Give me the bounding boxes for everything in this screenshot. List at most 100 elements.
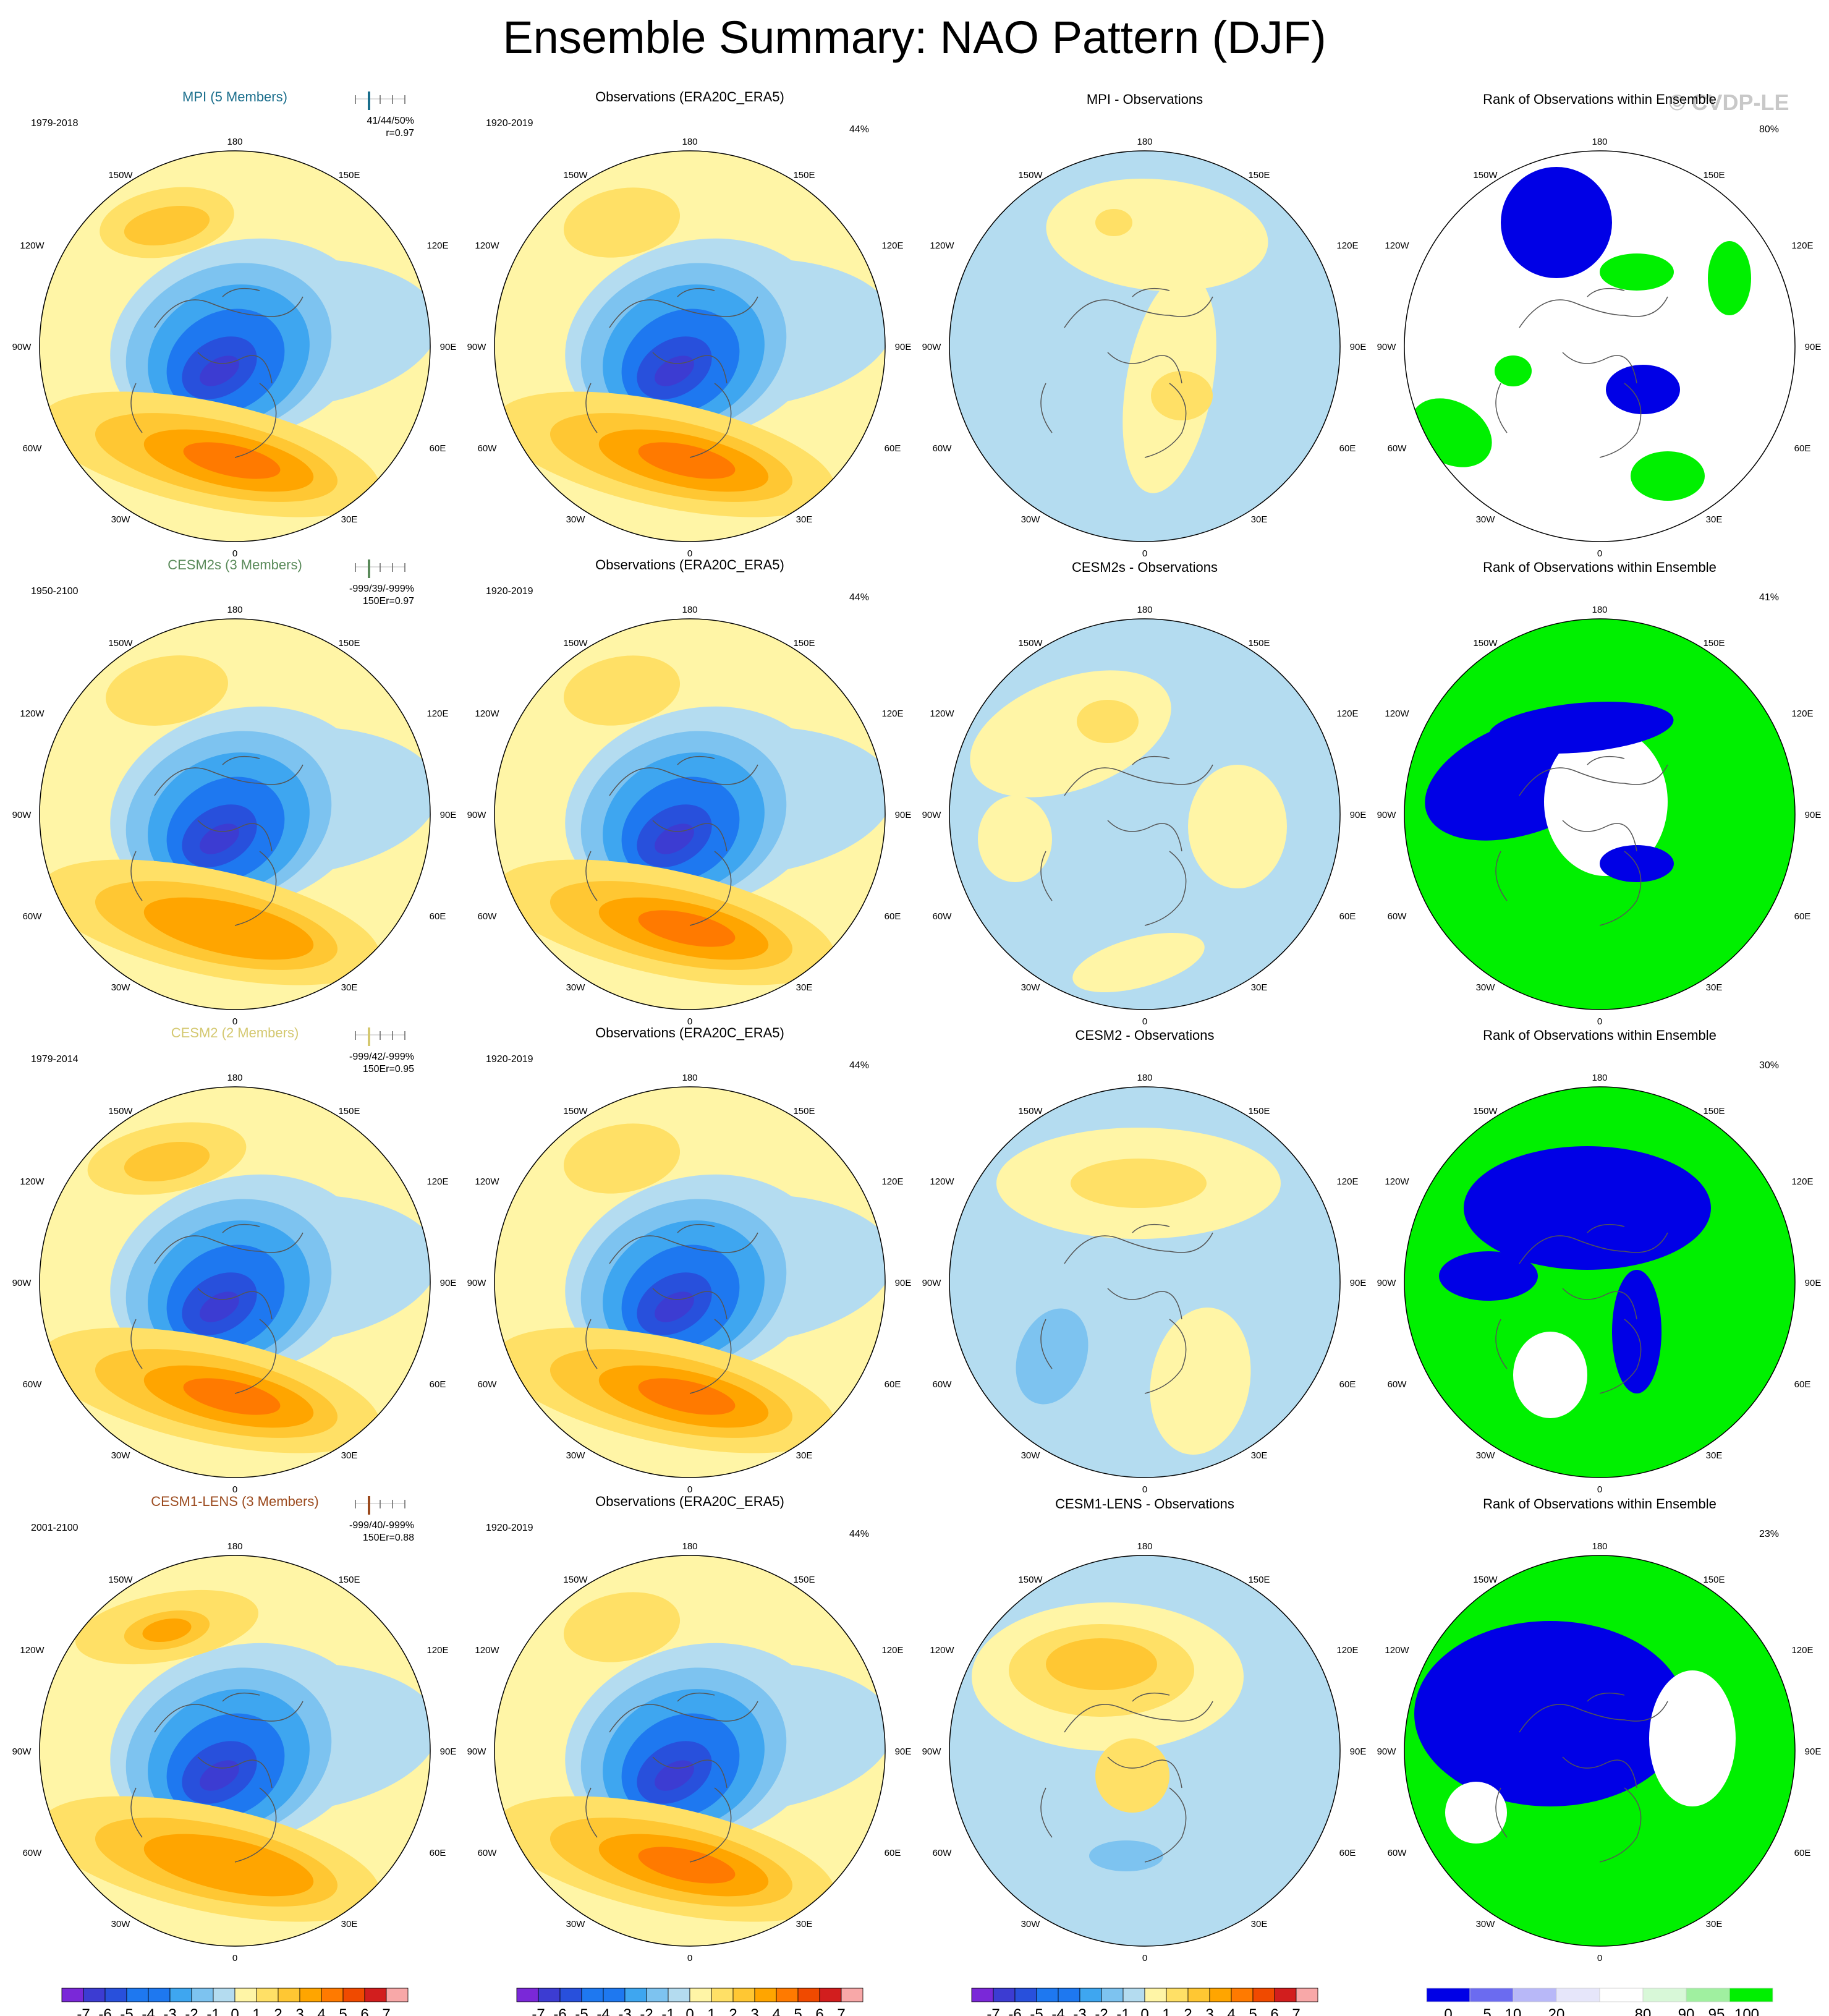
colorbar-swatch	[819, 1988, 842, 2002]
longitude-label: 0	[232, 1016, 237, 1027]
colorbar-swatch	[624, 1988, 647, 2002]
contour-region	[183, 442, 281, 479]
panel-title: Observations (ERA20C_ERA5)	[595, 1494, 784, 1509]
colorbar-tick-label: 1	[1162, 2006, 1170, 2016]
contour-region	[638, 1847, 736, 1884]
panel-title: CESM2 (2 Members)	[171, 1025, 299, 1040]
longitude-label: 90W	[922, 342, 942, 352]
contour-region	[1089, 1840, 1163, 1871]
colorbar-swatch	[1426, 1988, 1470, 2002]
longitude-label: 150W	[108, 1575, 133, 1585]
longitude-label: 30E	[1251, 982, 1268, 993]
panel-title: CESM1-LENS - Observations	[1055, 1496, 1234, 1512]
map-panel: 180 0 150W 150E 120W 120E 90W 90E 60W 60E 30W 30E Ob…	[467, 1025, 912, 1495]
longitude-label: 180	[682, 1541, 697, 1552]
longitude-label: 90E	[895, 1278, 912, 1288]
panel-pct: 44%	[849, 124, 869, 135]
panel-title: Observations (ERA20C_ERA5)	[595, 557, 784, 572]
longitude-label: 30W	[1021, 1919, 1041, 1929]
longitude-label: 90W	[1377, 342, 1397, 352]
longitude-label: 120E	[1791, 240, 1813, 251]
longitude-label: 120W	[20, 708, 45, 719]
colorbar-swatch	[1144, 1988, 1167, 2002]
longitude-label: 0	[232, 1484, 237, 1495]
colorbar-swatch	[1079, 1988, 1102, 2002]
contour-region	[563, 1592, 681, 1662]
map-panel: 180 0 150W 150E 120W 120E 90W 90E 60W 60E 30W 30E CE…	[12, 557, 457, 1027]
panel-title: Rank of Observations within Ensemble	[1483, 91, 1717, 107]
colorbar-tick-label: 3	[1205, 2006, 1213, 2016]
longitude-label: 120W	[930, 1645, 954, 1656]
longitude-label: 60E	[1794, 911, 1811, 922]
longitude-label: 0	[1597, 1953, 1602, 1963]
longitude-label: 90E	[440, 342, 457, 352]
contour-region	[200, 823, 239, 854]
panel-title: Rank of Observations within Ensemble	[1483, 1496, 1717, 1512]
longitude-label: 30W	[111, 1450, 131, 1461]
page-title: Ensemble Summary: NAO Pattern (DJF)	[503, 12, 1326, 63]
contour-region	[1151, 371, 1213, 420]
map-border	[39, 1086, 431, 1478]
colorbar-tick-label: 2	[1184, 2006, 1192, 2016]
map-panel: 180 0 150W 150E 120W 120E 90W 90E 60W 60E 30W 30E Ob…	[467, 557, 912, 1027]
colorbar-swatch	[754, 1988, 777, 2002]
contour-region	[183, 1378, 281, 1415]
longitude-label: 150E	[1248, 1575, 1270, 1585]
coastline	[585, 287, 758, 458]
longitude-label: 90W	[12, 810, 32, 820]
colorbar-tick-label: -7	[987, 2006, 999, 2016]
longitude-label: 150E	[793, 1575, 815, 1585]
longitude-label: 180	[682, 1073, 697, 1083]
colorbar-swatch	[213, 1988, 236, 2002]
colorbar-swatch	[1599, 1988, 1644, 2002]
longitude-label: 30W	[566, 1450, 586, 1461]
panel-title: Rank of Observations within Ensemble	[1483, 559, 1717, 575]
longitude-label: 150W	[1018, 1575, 1043, 1585]
longitude-label: 120E	[881, 708, 903, 719]
longitude-label: 60E	[430, 443, 446, 454]
colorbar-tick-label: 100	[1734, 2006, 1759, 2016]
longitude-label: 120E	[1791, 1645, 1813, 1656]
contour-region	[655, 823, 694, 854]
longitude-label: 120W	[1385, 240, 1409, 251]
longitude-label: 150E	[1703, 1106, 1725, 1116]
map-panel: 180 0 150W 150E 120W 120E 90W 90E 60W 60E 30W 30E CE…	[922, 559, 1367, 1027]
map-border	[494, 1555, 886, 1947]
longitude-label: 30E	[1251, 1919, 1268, 1929]
colorbar-tick-label: 4	[772, 2006, 780, 2016]
contour-region	[1631, 451, 1705, 501]
contour-region	[978, 796, 1052, 882]
longitude-label: 0	[1142, 1484, 1147, 1495]
map-border	[494, 618, 886, 1010]
longitude-label: 30W	[1021, 514, 1041, 525]
longitude-label: 60W	[933, 911, 953, 922]
longitude-label: 60W	[478, 1379, 498, 1390]
contour-region	[1150, 1308, 1251, 1455]
contour-region	[124, 1142, 210, 1181]
coastline	[130, 1692, 303, 1863]
contour-region	[1071, 1159, 1207, 1208]
longitude-label: 60W	[23, 911, 43, 922]
map-panel: 180 0 150W 150E 120W 120E 90W 90E 60W 60E 30W 30E CE…	[12, 1494, 457, 1963]
colorbar-swatch	[1058, 1988, 1080, 2002]
longitude-label: 90E	[895, 810, 912, 820]
map-border	[494, 150, 886, 542]
contour-region	[1606, 365, 1680, 414]
map-field	[494, 151, 885, 542]
longitude-label: 150E	[1703, 1575, 1725, 1585]
coastline	[130, 1223, 303, 1394]
colorbar-tick-label: -1	[206, 2006, 219, 2016]
colorbar-tick-label: 95	[1708, 2006, 1725, 2016]
coastline	[130, 287, 303, 458]
contour-region	[1414, 1621, 1686, 1806]
colorbar-tick-label: 2	[729, 2006, 737, 2016]
longitude-label: 90W	[12, 342, 32, 352]
colorbar-swatch	[256, 1988, 279, 2002]
longitude-label: 180	[682, 605, 697, 615]
contour-region	[1544, 728, 1668, 876]
longitude-label: 90E	[1805, 342, 1822, 352]
longitude-label: 60E	[1794, 1379, 1811, 1390]
coastline	[130, 755, 303, 926]
map-field	[949, 619, 1340, 1010]
coastline	[1040, 1692, 1213, 1863]
